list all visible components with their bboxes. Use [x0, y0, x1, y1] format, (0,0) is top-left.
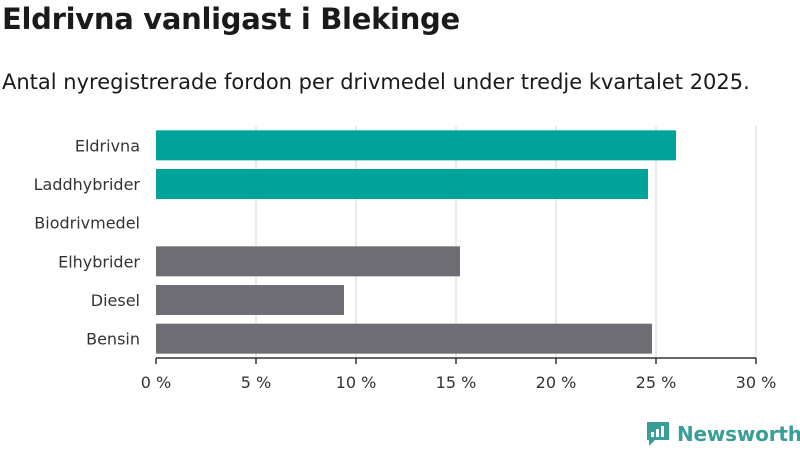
category-label: Elhybrider: [58, 252, 140, 271]
category-label: Biodrivmedel: [34, 214, 140, 233]
brand-name: Newsworthy: [677, 422, 800, 446]
newsworthy-logo-icon: [647, 422, 669, 446]
x-tick-label: 30 %: [736, 373, 777, 392]
x-tick-label: 5 %: [241, 373, 271, 392]
brand-logo: Newsworthy: [645, 420, 800, 448]
x-tick-label: 0 %: [141, 373, 171, 392]
x-tick-label: 25 %: [636, 373, 677, 392]
category-label: Diesel: [91, 291, 140, 310]
chart-subtitle: Antal nyregistrerade fordon per drivmede…: [2, 70, 750, 94]
x-tick-label: 10 %: [336, 373, 377, 392]
x-tick-label: 20 %: [536, 373, 577, 392]
chart-title: Eldrivna vanligast i Blekinge: [2, 2, 460, 36]
bar-laddhybrider: [156, 169, 648, 199]
x-tick-label: 15 %: [436, 373, 477, 392]
bar-elhybrider: [156, 246, 460, 277]
bar-diesel: [156, 285, 344, 315]
category-label: Bensin: [86, 330, 140, 349]
bar-bensin: [156, 323, 652, 354]
category-label: Eldrivna: [75, 136, 140, 155]
bar-eldrivna: [156, 130, 676, 161]
category-label: Laddhybrider: [34, 175, 141, 194]
